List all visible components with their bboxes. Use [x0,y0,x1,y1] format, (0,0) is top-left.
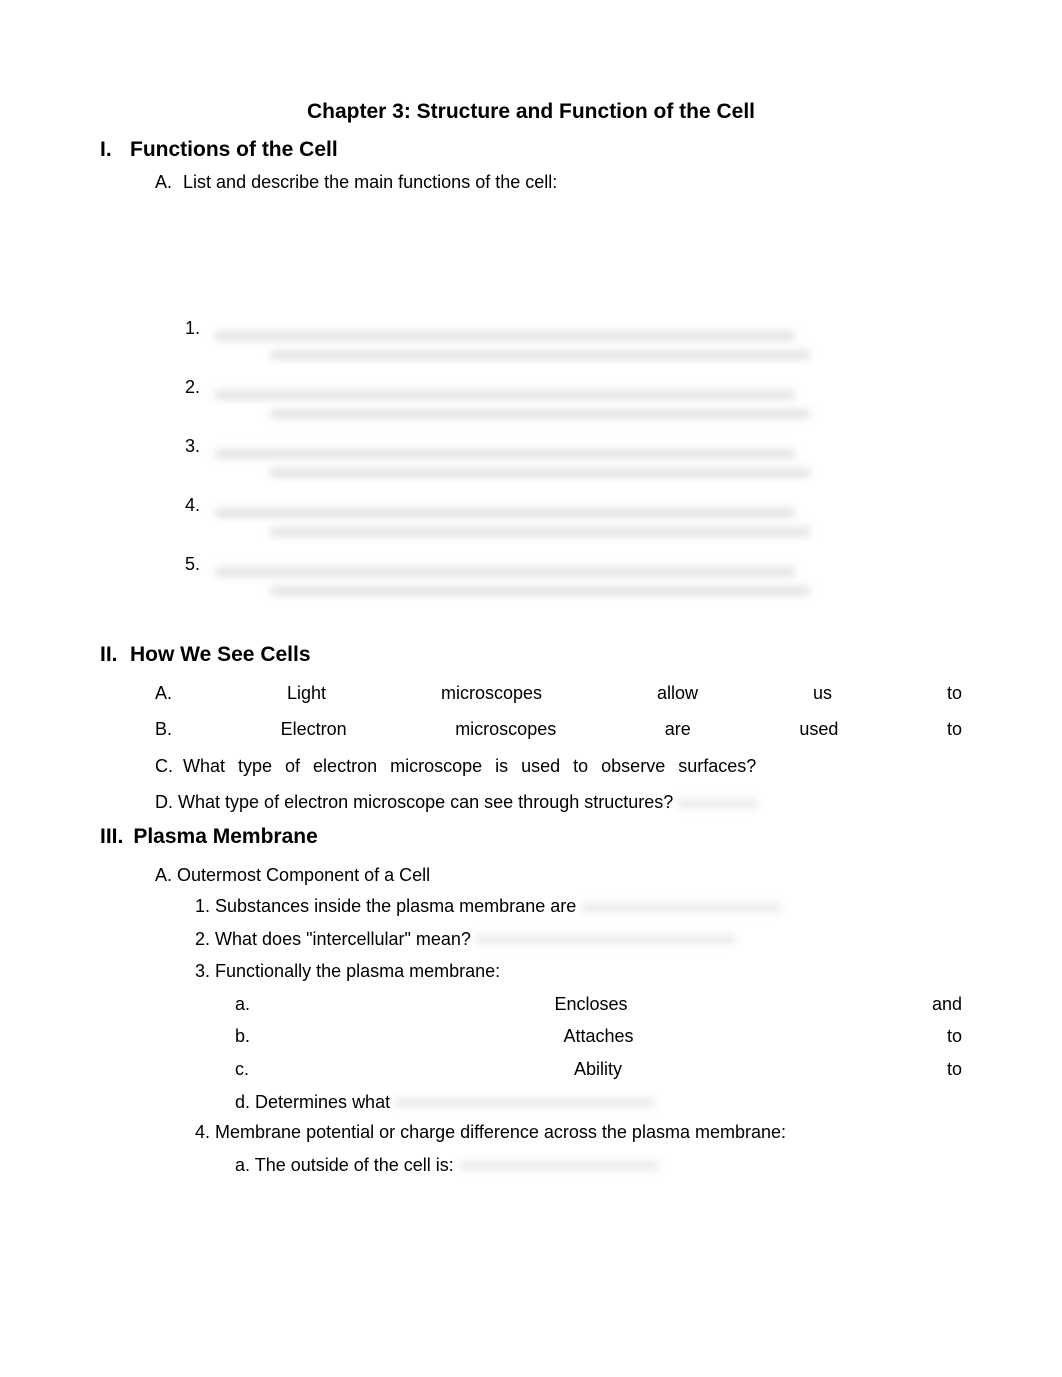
row-letter: C. [155,750,173,782]
sub-letter: b. [235,1021,250,1052]
blurred-answer [581,903,781,912]
item-2: 2. What does "intercellular" mean? [195,924,962,955]
row-c: C. What type of electron microscope is u… [155,750,962,782]
blurred-answer-line [215,330,795,339]
blurred-answer [678,799,758,808]
row-b: B. Electron microscopes are used to [155,713,962,745]
section-2-title: How We See Cells [130,643,311,667]
section-3-title: Plasma Membrane [133,825,317,849]
sub-letter: A. [155,865,172,885]
section-1-heading: I. Functions of the Cell [100,138,962,172]
row-word: are [665,713,691,745]
sub-letter: a. [235,989,250,1020]
sub-text: The outside of the cell is: [255,1155,454,1175]
item-text: Substances inside the plasma membrane ar… [215,896,576,916]
row-word: us [813,677,832,709]
sub-letter: c. [235,1054,249,1085]
list-item: 5. [185,554,962,575]
row-word: used [799,713,838,745]
sub-end: to [947,1021,962,1052]
blurred-answer [395,1098,655,1107]
item-number: 5. [185,554,205,575]
blurred-answer [459,1161,659,1170]
row-word: Electron [281,713,347,745]
item-number: 1. [195,896,210,916]
blurred-answer-line [270,526,810,535]
section-3-sub4a: a. The outside of the cell is: [235,1150,962,1181]
list-item: 2. [185,377,962,398]
item-number: 3. [195,961,210,981]
sub-word: Attaches [563,1021,633,1052]
list-item: 3. [185,436,962,457]
section-3-item-4: 4. Membrane potential or charge differen… [195,1117,962,1148]
section-3-subitems: a. Encloses and b. Attaches to c. Abilit… [235,989,962,1117]
section-2-body: A. Light microscopes allow us to B. Elec… [155,677,962,819]
row-word: Light [287,677,326,709]
item-1: 1. Substances inside the plasma membrane… [195,891,962,922]
item-number: 2. [185,377,205,398]
blurred-answer-line [270,349,810,358]
item-text: Functionally the plasma membrane: [215,961,500,981]
sub-item-c: c. Ability to [235,1054,962,1085]
section-1-title: Functions of the Cell [130,138,338,162]
item-number: 1. [185,318,205,339]
sub-item-b: b. Attaches to [235,1021,962,1052]
sub-a-letter: A. [155,172,172,192]
sub-item-d: d. Determines what [235,1087,962,1118]
section-1-sub-a: A. List and describe the main functions … [155,172,962,193]
section-3-items: 1. Substances inside the plasma membrane… [195,891,962,987]
list-item: 4. [185,495,962,516]
section-2-roman: II. [100,643,120,667]
section-3-roman: III. [100,825,123,849]
row-word: allow [657,677,698,709]
row-word: to [947,677,962,709]
item-number: 3. [185,436,205,457]
sub-item-a: a. Encloses and [235,989,962,1020]
row-letter: D. [155,792,173,812]
blurred-answer-line [270,467,810,476]
sub-end: to [947,1054,962,1085]
section-2-heading: II. How We See Cells [100,643,962,677]
sub-text: Outermost Component of a Cell [177,865,430,885]
row-d: D. What type of electron microscope can … [155,786,962,818]
blurred-answer [476,935,736,944]
sub-word: Encloses [554,989,627,1020]
item-number: 4. [185,495,205,516]
item-4: 4. Membrane potential or charge differen… [195,1117,962,1148]
row-word: to [947,713,962,745]
sub-letter: a. [235,1155,250,1175]
numbered-list: 1. 2. 3. 4. 5. [185,318,962,613]
chapter-title: Chapter 3: Structure and Function of the… [100,100,962,124]
item-3: 3. Functionally the plasma membrane: [195,956,962,987]
blurred-answer-line [215,507,795,516]
row-word: microscopes [441,677,542,709]
row-text: What type of electron microscope can see… [178,792,673,812]
item-number: 2. [195,929,210,949]
section-3-heading: III. Plasma Membrane [100,825,962,859]
row-letter: B. [155,713,172,745]
item-number: 4. [195,1122,210,1142]
blurred-answer-line [215,566,795,575]
row-text: What type of electron microscope is used… [183,750,756,782]
sub-item-4a: a. The outside of the cell is: [235,1150,962,1181]
section-3-sub-a: A. Outermost Component of a Cell [155,859,962,891]
item-text: Membrane potential or charge difference … [215,1122,786,1142]
list-item: 1. [185,318,962,339]
row-letter: A. [155,677,172,709]
row-word: microscopes [455,713,556,745]
blurred-answer-line [270,408,810,417]
blurred-answer-line [215,448,795,457]
item-text: What does "intercellular" mean? [215,929,471,949]
sub-end: and [932,989,962,1020]
blurred-answer-line [270,585,810,594]
row-a: A. Light microscopes allow us to [155,677,962,709]
blurred-answer-line [215,389,795,398]
sub-letter: d. [235,1092,250,1112]
sub-a-text: List and describe the main functions of … [183,172,557,192]
sub-word: Ability [574,1054,622,1085]
sub-text: Determines what [255,1092,390,1112]
section-1-roman: I. [100,138,120,162]
